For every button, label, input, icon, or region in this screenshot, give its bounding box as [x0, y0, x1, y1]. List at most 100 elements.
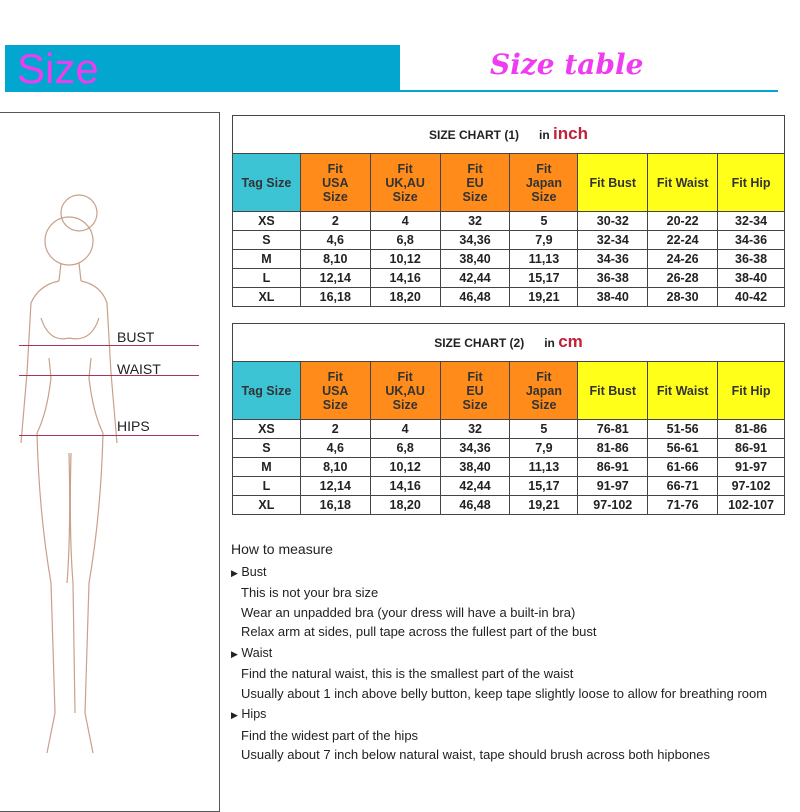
table-row: L 12,14 14,16 42,44 15,17 91-97 66-71 97-102	[232, 476, 785, 496]
chart-title-row: SIZE CHART (2) in cm	[232, 323, 785, 362]
table-cell: 42,44	[439, 268, 511, 288]
table-cell: 32	[439, 419, 511, 439]
column-header: Fit Bust	[577, 361, 649, 420]
table-row: M 8,10 10,12 38,40 11,13 86-91 61-66 91-97	[232, 457, 785, 477]
column-header: Fit Japan Size	[509, 153, 579, 212]
table-cell: 14,16	[369, 268, 441, 288]
table-cell: 81-86	[717, 419, 785, 439]
table-cell: M	[232, 249, 301, 269]
measure-line: Wear an unpadded bra (your dress will ha…	[241, 604, 576, 620]
body-figure-illustration	[20, 194, 118, 754]
unit-label: cm	[558, 332, 583, 351]
hips-label: HIPS	[117, 418, 150, 434]
table-cell: S	[232, 230, 301, 250]
table-cell: 36-38	[577, 268, 649, 288]
table-cell: 5	[509, 211, 579, 231]
table-cell: XS	[232, 419, 301, 439]
unit-label: inch	[553, 124, 588, 143]
table-cell: 34,36	[439, 230, 511, 250]
table-cell: 20-22	[647, 211, 719, 231]
column-header: Tag Size	[232, 361, 301, 420]
measure-section: ▶ Hips Find the widest part of the hips Us…	[231, 705, 767, 765]
measure-section: ▶ Bust This is not your bra size Wear an u…	[231, 563, 767, 642]
column-header: Fit EU Size	[439, 361, 511, 420]
table-cell: 19,21	[509, 287, 579, 307]
table-cell: 18,20	[369, 287, 441, 307]
table-cell: 11,13	[509, 457, 579, 477]
measure-line: Find the widest part of the hips	[241, 727, 419, 743]
table-cell: 8,10	[299, 457, 371, 477]
table-cell: S	[232, 438, 301, 458]
table-cell: XL	[232, 495, 301, 515]
measure-line: Relax arm at sides, pull tape across the…	[241, 624, 597, 639]
table-cell: 38-40	[717, 268, 785, 288]
unit-prefix: in	[539, 128, 550, 142]
table-row: S 4,6 6,8 34,36 7,9 81-86 56-61 86-91	[232, 438, 785, 458]
table-cell: L	[232, 268, 301, 288]
table-cell: 30-32	[577, 211, 649, 231]
column-header: Fit USA Size	[299, 153, 371, 212]
table-row: S 4,6 6,8 34,36 7,9 32-34 22-24 34-36	[232, 230, 785, 250]
table-cell: 40-42	[717, 287, 785, 307]
header-underline	[400, 90, 778, 92]
table-cell: 34,36	[439, 438, 511, 458]
column-header: Fit Waist	[647, 361, 719, 420]
table-cell: 32-34	[577, 230, 649, 250]
table-cell: 32-34	[717, 211, 785, 231]
header-subtitle: Size table	[490, 48, 644, 81]
table-cell: 16,18	[299, 495, 371, 515]
table-row: XS 2 4 32 5 30-32 20-22 32-34	[232, 211, 785, 231]
waist-line	[19, 375, 199, 376]
table-cell: M	[232, 457, 301, 477]
table-cell: 36-38	[717, 249, 785, 269]
table-cell: 15,17	[509, 268, 579, 288]
bust-line	[19, 345, 199, 346]
header-title: Size	[17, 45, 99, 92]
how-to-measure: How to measure ▶ Bust This is not your br…	[231, 540, 767, 765]
measure-section: ▶ Waist Find the natural waist, this is t…	[231, 644, 767, 704]
table-cell: 71-76	[647, 495, 719, 515]
measure-heading: How to measure	[231, 541, 333, 557]
table-cell: 12,14	[299, 476, 371, 496]
table-cell: 97-102	[577, 495, 649, 515]
measure-line: Find the natural waist, this is the smal…	[241, 666, 574, 681]
table-cell: L	[232, 476, 301, 496]
header-band: Size	[5, 45, 400, 92]
table-cell: 38-40	[577, 287, 649, 307]
table-cell: 51-56	[647, 419, 719, 439]
table-cell: 10,12	[369, 457, 441, 477]
table-cell: 102-107	[717, 495, 785, 515]
table-row: XL 16,18 18,20 46,48 19,21 97-102 71-76 102-107	[232, 495, 785, 515]
table-cell: 7,9	[509, 438, 579, 458]
column-header: Fit USA Size	[299, 361, 371, 420]
table-cell: 38,40	[439, 457, 511, 477]
unit-prefix: in	[544, 336, 555, 350]
chart-title: SIZE CHART (1)	[429, 128, 519, 142]
column-header: Tag Size	[232, 153, 301, 212]
table-cell: 22-24	[647, 230, 719, 250]
measure-line: This is not your bra size	[241, 585, 379, 600]
column-header: Fit EU Size	[439, 153, 511, 212]
section-title: Hips	[241, 707, 267, 721]
size-chart-inch: SIZE CHART (1) in inch Tag Size Fit USA Size…	[232, 115, 785, 307]
table-cell: 10,12	[369, 249, 441, 269]
table-cell: 86-91	[577, 457, 649, 477]
table-cell: 18,20	[369, 495, 441, 515]
size-chart-cm: SIZE CHART (2) in cm Tag Size Fit USA Size Fi…	[232, 323, 785, 515]
column-header: Fit UK,AU Size	[369, 361, 441, 420]
table-cell: 34-36	[717, 230, 785, 250]
table-cell: 4	[369, 419, 441, 439]
figure-panel: BUST WAIST HIPS	[0, 112, 220, 812]
column-header: Fit Hip	[717, 361, 785, 420]
table-row: XS 2 4 32 5 76-81 51-56 81-86	[232, 419, 785, 439]
table-cell: 26-28	[647, 268, 719, 288]
table-cell: XL	[232, 287, 301, 307]
table-cell: 6,8	[369, 438, 441, 458]
table-cell: 97-102	[717, 476, 785, 496]
table-cell: 4	[369, 211, 441, 231]
table-cell: 7,9	[509, 230, 579, 250]
column-header: Fit Japan Size	[509, 361, 579, 420]
column-header: Fit Hip	[717, 153, 785, 212]
table-cell: 2	[299, 419, 371, 439]
table-cell: 46,48	[439, 287, 511, 307]
